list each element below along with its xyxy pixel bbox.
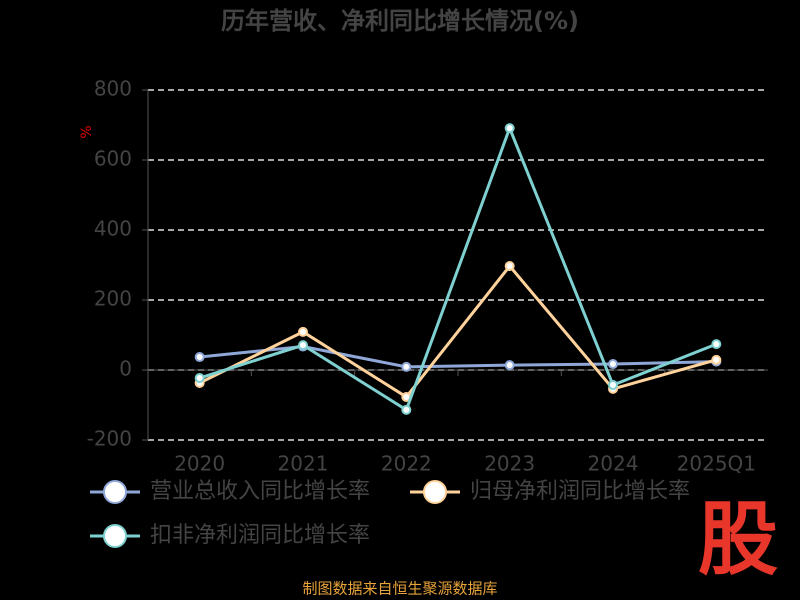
data-point [298, 340, 308, 351]
data-point [504, 123, 515, 134]
x-tick-label: 2022 [381, 452, 432, 476]
legend-marker [103, 480, 127, 504]
data-point [401, 361, 412, 372]
data-point [608, 359, 618, 370]
data-point [711, 354, 722, 365]
data-point [608, 380, 618, 391]
x-tick-label: 2025Q1 [677, 452, 756, 476]
y-tick-label: 200 [94, 287, 132, 311]
footer: 制图数据来自恒生聚源数据库 [302, 580, 497, 598]
series-line [199, 263, 717, 399]
x-tick-label: 2023 [484, 452, 535, 476]
data-point [711, 339, 722, 350]
y-tick-label: 800 [94, 77, 132, 101]
x-tick-label: 2024 [588, 452, 639, 476]
legend-label: 扣非净利润同比增长率 [150, 523, 370, 548]
y-axis-label: % [79, 125, 95, 138]
y-tick-label: 0 [119, 357, 132, 381]
chart-title: 历年营收、净利同比增长情况(%) [221, 7, 579, 35]
series-line [199, 345, 717, 369]
data-point [194, 373, 205, 384]
watermark: 股 [698, 493, 778, 586]
legend-marker [103, 524, 127, 548]
data-point [504, 360, 515, 371]
y-tick-label: -200 [87, 427, 132, 451]
legend-label: 营业总收入同比增长率 [150, 479, 370, 504]
data-point [194, 352, 205, 363]
series-line [199, 123, 717, 413]
y-tick-label: 600 [94, 147, 132, 171]
y-tick-label: 400 [94, 217, 132, 241]
legend-marker [423, 480, 447, 504]
data-point [298, 326, 308, 337]
x-tick-label: 2021 [278, 452, 329, 476]
x-tick-label: 2020 [174, 452, 225, 476]
data-point [504, 261, 515, 272]
data-point [401, 404, 412, 415]
legend-label: 归母净利润同比增长率 [470, 479, 690, 504]
